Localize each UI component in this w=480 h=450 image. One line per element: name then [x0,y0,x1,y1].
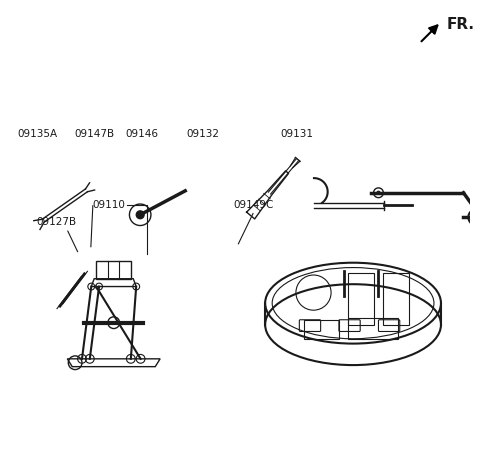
Text: 09131: 09131 [280,129,313,140]
Text: FR.: FR. [447,17,475,32]
Circle shape [377,191,380,194]
Text: 09149C: 09149C [233,200,274,210]
Text: 09135A: 09135A [18,129,58,140]
Text: 09147B: 09147B [74,129,114,140]
Circle shape [136,211,144,219]
Text: 09127B: 09127B [36,217,77,227]
Text: 09132: 09132 [187,129,220,140]
Text: 09146: 09146 [126,129,159,140]
Text: 09110: 09110 [93,200,126,210]
